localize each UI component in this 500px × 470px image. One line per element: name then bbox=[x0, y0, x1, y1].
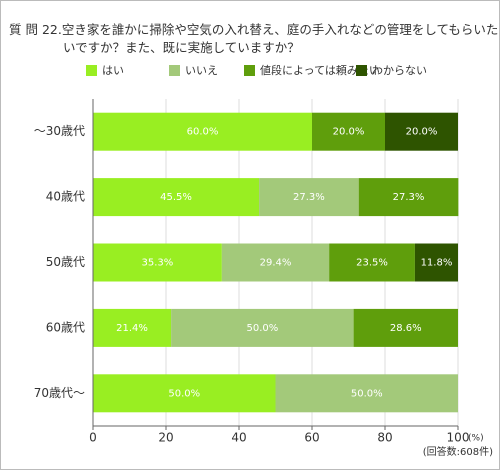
bar-segment bbox=[312, 112, 385, 151]
legend-swatch bbox=[169, 65, 180, 76]
bar-segment bbox=[93, 178, 260, 217]
bar-segment bbox=[329, 243, 415, 282]
value-label: 11.8% bbox=[421, 258, 453, 269]
y-tick-label: ～30歳代 bbox=[34, 124, 85, 138]
value-label: 50.0% bbox=[351, 388, 383, 399]
value-label: 21.4% bbox=[116, 323, 148, 334]
y-tick-label: 70歳代～ bbox=[34, 386, 85, 400]
x-tick-label: 100 bbox=[447, 431, 470, 445]
bar-segment bbox=[93, 112, 312, 151]
value-label: 60.0% bbox=[187, 127, 219, 138]
chart-title: 質 問 22.空き家を誰かに掃除や空気の入れ替え、庭の手入れなどの管理をしてもら… bbox=[9, 22, 499, 55]
bar-segment bbox=[93, 308, 172, 347]
bar-segment bbox=[171, 308, 354, 347]
value-label: 27.3% bbox=[293, 192, 325, 203]
x-tick-label: 60 bbox=[304, 431, 319, 445]
value-label: 29.4% bbox=[260, 258, 292, 269]
value-label: 27.3% bbox=[393, 192, 425, 203]
bar-segment bbox=[275, 374, 458, 413]
x-tick-label: 40 bbox=[231, 431, 246, 445]
value-label: 50.0% bbox=[168, 388, 200, 399]
bar-segment bbox=[353, 308, 458, 347]
value-label: 28.6% bbox=[390, 323, 422, 334]
legend-label: はい bbox=[102, 64, 124, 77]
legend-swatch bbox=[244, 65, 255, 76]
value-label: 50.0% bbox=[246, 323, 278, 334]
x-tick-label: 0 bbox=[89, 431, 97, 445]
value-label: 35.3% bbox=[142, 258, 174, 269]
note: (回答数:608件) bbox=[423, 445, 493, 458]
bar-segment bbox=[358, 178, 459, 217]
value-label: 23.5% bbox=[356, 258, 388, 269]
value-label: 45.5% bbox=[160, 192, 192, 203]
y-tick-label: 50歳代 bbox=[46, 255, 85, 269]
bar-segment bbox=[93, 243, 222, 282]
legend-swatch bbox=[356, 65, 367, 76]
value-label: 20.0% bbox=[406, 127, 438, 138]
x-tick-label: 80 bbox=[377, 431, 392, 445]
bar-segment bbox=[93, 374, 276, 413]
bar-segment bbox=[221, 243, 330, 282]
bar-segment bbox=[259, 178, 359, 217]
legend-swatch bbox=[86, 65, 97, 76]
legend-label: わからない bbox=[372, 64, 427, 77]
y-tick-label: 40歳代 bbox=[46, 190, 85, 204]
legend-label: いいえ bbox=[185, 64, 218, 77]
legend-label: 値段によっては頼みたい bbox=[260, 63, 380, 77]
bar-segment bbox=[414, 243, 458, 282]
bar-segment bbox=[385, 112, 458, 151]
x-unit: (%) bbox=[468, 434, 484, 444]
y-tick-label: 60歳代 bbox=[46, 320, 85, 334]
x-tick-label: 20 bbox=[158, 431, 173, 445]
value-label: 20.0% bbox=[333, 127, 365, 138]
